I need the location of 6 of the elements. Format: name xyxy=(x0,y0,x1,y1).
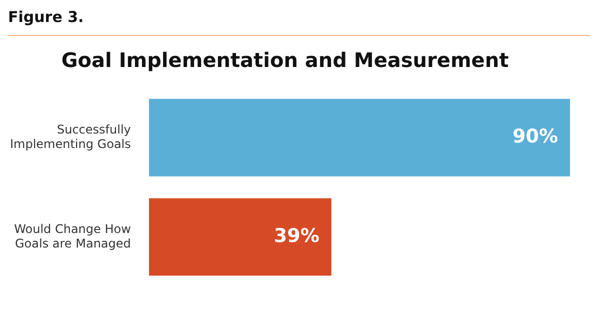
data-label: 39% xyxy=(274,224,320,247)
y-tick-label: Successfully Implementing Goals xyxy=(10,122,131,151)
caption: Figure 3. xyxy=(8,8,84,26)
data-label: 90% xyxy=(512,126,558,148)
y-tick-label: Would Change How Goals are Managed xyxy=(14,222,132,250)
chart-title: Goal Implementation and Measurement xyxy=(61,48,510,72)
